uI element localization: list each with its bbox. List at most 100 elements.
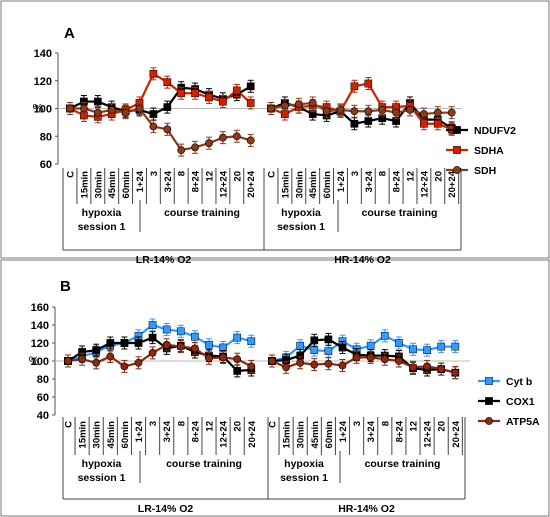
category-label: 12+24 [423, 420, 434, 447]
data-point [352, 353, 361, 362]
data-point [423, 346, 431, 355]
data-point [78, 355, 86, 364]
data-point [380, 355, 389, 364]
data-point [364, 117, 373, 125]
category-label: 60min [324, 421, 335, 449]
category-label: 20+24 [247, 420, 258, 447]
data-point [93, 108, 102, 117]
hypoxia-label: hypoxia [82, 458, 122, 470]
data-point [282, 363, 290, 372]
data-point [148, 321, 157, 329]
data-point [247, 337, 256, 346]
data-point [163, 125, 172, 134]
data-point [420, 119, 428, 128]
data-point [162, 340, 171, 349]
data-point [308, 99, 317, 107]
data-point [135, 104, 144, 113]
category-label: 8+24 [392, 170, 403, 192]
data-point [280, 101, 289, 110]
legend-label: COX1 [506, 396, 535, 408]
data-point [246, 99, 255, 107]
data-point [232, 86, 241, 95]
panel-a-letter: A [64, 25, 75, 42]
category-label: C [64, 421, 75, 428]
data-point [447, 108, 456, 117]
session-label: session 1 [277, 221, 325, 233]
data-point [134, 339, 143, 347]
data-point [392, 108, 400, 117]
category-label: 45min [308, 171, 319, 199]
hr-condition-label: HR-14% O2 [338, 503, 395, 515]
category-label: 30min [93, 171, 104, 199]
data-point [191, 332, 199, 341]
category-label: 3+24 [162, 420, 173, 442]
data-point [191, 89, 199, 98]
legend-item: ATP5A [478, 416, 540, 428]
legend-label: Cyt b [506, 376, 532, 388]
data-point [219, 97, 227, 106]
data-point [134, 358, 143, 367]
data-point [322, 107, 331, 116]
data-point [406, 105, 414, 114]
category-label: 60min [120, 421, 131, 449]
category-label: 20+24 [451, 420, 462, 447]
y-tick-label: 160 [31, 302, 49, 314]
category-label: C [66, 171, 77, 178]
data-point [64, 357, 72, 365]
hypoxia-label: hypoxia [284, 458, 324, 470]
category-label: 3+24 [364, 170, 375, 192]
category-label: 12+24 [218, 170, 229, 197]
data-point [233, 367, 242, 375]
panel-b-frame [0, 259, 550, 517]
y-tick-label: 80 [37, 374, 49, 386]
category-label: 3 [352, 421, 363, 426]
data-point [205, 354, 213, 363]
panel-b-letter: B [60, 278, 71, 295]
category-label: 45min [107, 171, 118, 199]
category-label: 12 [406, 171, 417, 182]
data-point [364, 79, 373, 88]
data-point [106, 339, 115, 347]
category-label: 8+24 [394, 420, 405, 442]
course-training-label: course training [365, 458, 441, 470]
series-2 [66, 96, 456, 157]
legend-marker [453, 146, 461, 154]
data-point [149, 122, 158, 131]
data-point [338, 361, 347, 370]
data-point [246, 82, 255, 91]
category-label: 15min [78, 421, 89, 449]
legend-marker [485, 417, 493, 425]
category-label: 1+24 [336, 170, 347, 192]
data-point [163, 103, 172, 111]
legend-marker [485, 377, 493, 385]
data-point [366, 353, 375, 362]
session-label: session 1 [78, 221, 126, 233]
data-point [324, 335, 333, 344]
data-point [310, 346, 319, 355]
data-point [177, 89, 186, 98]
hypoxia-label: hypoxia [281, 207, 321, 219]
category-label: 15min [280, 171, 291, 199]
data-point [205, 93, 213, 102]
data-point [246, 136, 255, 145]
data-point [233, 333, 242, 342]
data-point [148, 348, 157, 357]
data-point [310, 336, 319, 345]
category-label: 12 [205, 171, 216, 182]
data-point [219, 353, 227, 362]
data-point [148, 333, 157, 342]
data-point [451, 342, 460, 351]
category-label: 45min [310, 421, 321, 449]
category-label: 3 [350, 171, 361, 176]
data-point [423, 362, 431, 371]
category-label: 1+24 [134, 420, 145, 442]
data-point [350, 82, 359, 91]
category-label: 3 [148, 421, 159, 426]
data-point [247, 362, 256, 371]
data-point [191, 143, 199, 152]
category-label: 1+24 [135, 170, 146, 192]
data-point [437, 342, 446, 351]
